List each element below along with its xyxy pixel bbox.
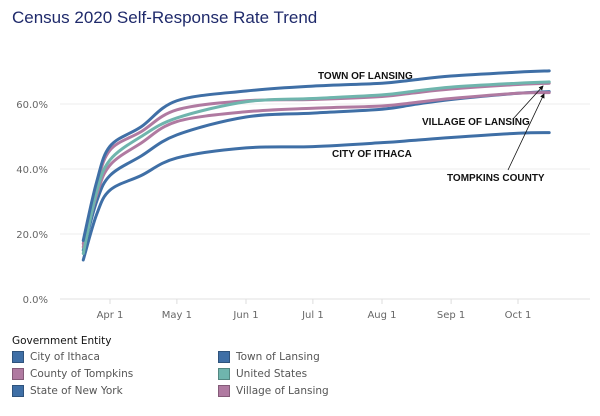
series-line-city-of-ithaca (81, 131, 551, 262)
y-tick-label: 40.0% (16, 165, 48, 176)
x-tick-label: May 1 (162, 310, 192, 321)
series-line-county-of-tompkins (81, 91, 551, 249)
x-tick-label: Apr 1 (97, 310, 124, 321)
legend-swatch (218, 368, 230, 380)
legend-swatch (12, 351, 24, 363)
legend-label: County of Tompkins (30, 368, 134, 380)
legend: Government Entity City of Ithaca County o… (12, 335, 329, 397)
line-chart: 0.0% 20.0% 40.0% 60.0% Apr 1 May 1 Jun 1 Jul 1 A… (16, 69, 590, 321)
x-tick-label: Jul 1 (301, 310, 324, 321)
annotation-label: CITY OF ITHACA (332, 149, 412, 160)
series-line-united-states (81, 80, 551, 255)
legend-item[interactable]: Town of Lansing (218, 351, 320, 363)
legend-title: Government Entity (12, 335, 112, 347)
legend-swatch (218, 385, 230, 397)
y-tick-label: 60.0% (16, 100, 48, 111)
x-tick-label: Aug 1 (367, 310, 396, 321)
series-line-town-of-lansing (81, 69, 551, 242)
annotation-label: TOWN OF LANSING (318, 71, 413, 82)
legend-label: United States (236, 368, 308, 380)
legend-item[interactable]: City of Ithaca (12, 351, 100, 363)
legend-item[interactable]: Village of Lansing (218, 385, 329, 397)
annotation-label: VILLAGE OF LANSING (422, 117, 530, 128)
y-tick-label: 20.0% (16, 230, 48, 241)
legend-swatch (12, 368, 24, 380)
legend-item[interactable]: County of Tompkins (12, 368, 133, 380)
legend-label: City of Ithaca (30, 351, 100, 363)
annotation-label: TOMPKINS COUNTY (447, 173, 545, 184)
annotation-arrow (512, 85, 544, 120)
y-tick-label: 0.0% (23, 295, 48, 306)
legend-item[interactable]: United States (218, 368, 307, 380)
x-tick-label: Oct 1 (505, 310, 532, 321)
legend-label: Village of Lansing (236, 385, 329, 397)
x-tick-label: Jun 1 (232, 310, 258, 321)
x-tick-label: Sep 1 (437, 310, 465, 321)
legend-label: Town of Lansing (236, 351, 320, 363)
chart-title: Census 2020 Self-Response Rate Trend (12, 8, 318, 27)
annotation-arrow (507, 93, 545, 171)
legend-swatch (12, 385, 24, 397)
legend-swatch (218, 351, 230, 363)
legend-item[interactable]: State of New York (12, 385, 123, 397)
legend-label: State of New York (30, 385, 123, 397)
